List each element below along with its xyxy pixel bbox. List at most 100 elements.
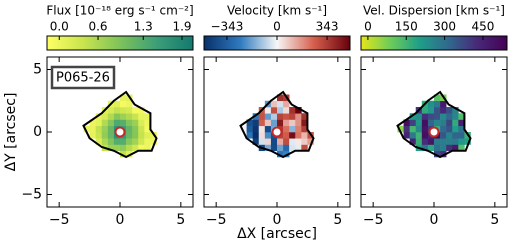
map-pixel [440, 107, 447, 114]
map-pixel [138, 107, 145, 114]
map-pixel [421, 107, 429, 114]
map-pixel [409, 119, 417, 127]
map-pixel [277, 100, 284, 108]
map-pixel [434, 107, 441, 114]
map-pixel [95, 125, 103, 133]
map-pixel [132, 107, 139, 114]
map-pixel [289, 138, 296, 145]
center-marker [428, 126, 440, 138]
map-pixel [427, 138, 435, 145]
x-tick-label: 0 [116, 212, 125, 228]
map-pixel [289, 132, 296, 139]
map-pixel [458, 144, 465, 152]
map-pixel [277, 94, 284, 102]
map-pixel [107, 144, 115, 152]
map-pixel [113, 138, 121, 145]
colorbar-tick-label: 150 [395, 20, 418, 34]
map-pixel [409, 125, 417, 133]
map-pixel [113, 144, 121, 152]
map-pixel [421, 144, 429, 152]
map-pixel [113, 100, 121, 108]
map-pixel [126, 132, 133, 139]
map-pixel [252, 132, 260, 139]
map-pixel [258, 125, 266, 133]
map-pixel [452, 132, 459, 139]
map-pixel [246, 132, 253, 139]
map-pixel [434, 113, 441, 120]
map-pixel [120, 100, 127, 108]
map-pixel [270, 144, 278, 152]
colorbar-tick-label: 1.3 [134, 20, 153, 34]
map-pixel [427, 144, 435, 152]
map-pixel [446, 132, 453, 139]
map-pixel [409, 113, 417, 120]
colorbar [46, 35, 194, 51]
map-pixel [264, 113, 272, 120]
map-pixel [452, 125, 459, 133]
map-pixel [144, 138, 151, 145]
colorbar-tick-label: 0.6 [88, 20, 107, 34]
map-pixel [458, 138, 465, 145]
map-pixel [113, 113, 121, 120]
map-pixel [120, 107, 127, 114]
map-pixel [434, 138, 441, 145]
map-pixel [440, 119, 447, 127]
map-pixel [421, 138, 429, 145]
map-pixel [434, 94, 441, 102]
map-pixel [307, 138, 314, 145]
x-tick-label: 5 [176, 212, 185, 228]
map-pixel [289, 107, 296, 114]
map-pixel [403, 119, 410, 127]
map-pixel [132, 119, 139, 127]
map-pixel [270, 107, 278, 114]
map-pixel [452, 144, 459, 152]
map-pixel [421, 132, 429, 139]
map-pixel [434, 150, 441, 158]
map-pixel [138, 132, 145, 139]
map-pixel [270, 138, 278, 145]
colorbar-tick-label: 1.9 [172, 20, 191, 34]
map-pixel [446, 138, 453, 145]
map-pixel [277, 144, 284, 152]
map-pixel [144, 119, 151, 127]
x-tick-label: 0 [273, 212, 282, 228]
map-pixel [452, 113, 459, 120]
map-pixel [258, 132, 266, 139]
map-pixel [95, 132, 103, 139]
map-pixel [101, 125, 109, 133]
map-pixel [427, 100, 435, 108]
center-marker [114, 126, 126, 138]
map-pixel [283, 113, 290, 120]
map-pixel [132, 132, 139, 139]
map-pixel [283, 125, 290, 133]
map-pixel [144, 132, 151, 139]
map-pixel [132, 125, 139, 133]
map-pixel [415, 113, 423, 120]
map-pixel [446, 107, 453, 114]
map-pixel [452, 119, 459, 127]
map-pixel [107, 113, 115, 120]
map-pixel [144, 125, 151, 133]
x-tick-label: −5 [363, 212, 384, 228]
map-pixel [144, 113, 151, 120]
map-pixel [283, 144, 290, 152]
map-pixel [270, 119, 278, 127]
map-pixel [289, 144, 296, 152]
map-pixel [446, 125, 453, 133]
map-pixel [458, 132, 465, 139]
map-pixel [264, 107, 272, 114]
map-pixel [132, 138, 139, 145]
map-pixel [301, 119, 308, 127]
map-pixel [440, 144, 447, 152]
map-pixel [264, 144, 272, 152]
colorbar [360, 35, 508, 51]
map-pixel [126, 113, 133, 120]
map-pixel [264, 119, 272, 127]
map-pixel [295, 113, 302, 120]
x-tick-label: 5 [333, 212, 342, 228]
region-outline [396, 90, 472, 159]
map-pixel [295, 132, 302, 139]
map-pixel [126, 107, 133, 114]
map-pixel [289, 125, 296, 133]
